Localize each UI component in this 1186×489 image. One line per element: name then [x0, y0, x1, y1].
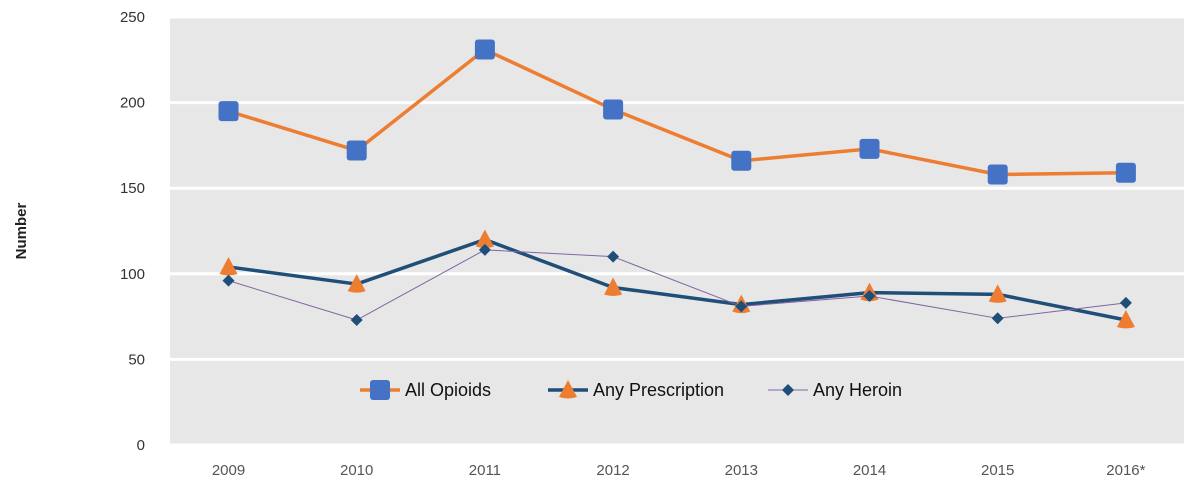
all-opioids-square-marker: [218, 101, 239, 122]
y-tick-label: 0: [137, 437, 145, 454]
legend-any-prescription-triangle-marker: [559, 380, 577, 399]
y-tick-label: 50: [128, 351, 145, 368]
any-heroin-diamond-marker: [735, 300, 748, 313]
any-heroin-diamond-marker: [991, 312, 1004, 325]
all-opioids-square-marker: [1115, 162, 1136, 183]
legend-background: [345, 370, 975, 412]
any-prescription-triangle-marker: [1116, 310, 1135, 329]
x-tick-label: 2014: [853, 462, 886, 479]
all-opioids-square-marker: [731, 150, 752, 171]
any-heroin-diamond-marker: [1119, 296, 1132, 309]
all-opioids-square-marker: [474, 39, 495, 60]
legend-label-any-heroin: Any Heroin: [813, 380, 902, 400]
y-tick-label: 100: [120, 266, 145, 283]
all-opioids-square-marker: [346, 140, 367, 161]
all-opioids-series: [218, 39, 1136, 185]
y-tick-labels: 0 50 100 150 200 250: [120, 9, 145, 454]
x-tick-label: 2012: [596, 462, 629, 479]
any-heroin-diamond-marker: [607, 250, 620, 263]
any-prescription-triangle-marker: [988, 284, 1007, 303]
legend: All Opioids Any Prescription Any Heroin: [360, 380, 902, 400]
all-opioids-square-marker: [603, 99, 624, 120]
all-opioids-square-marker: [859, 138, 880, 159]
any-heroin-diamond-marker: [863, 290, 876, 303]
x-tick-label: 2016*: [1106, 462, 1145, 479]
any-prescription-triangle-marker: [347, 274, 366, 293]
legend-label-all-opioids: All Opioids: [405, 380, 491, 400]
y-tick-label: 150: [120, 180, 145, 197]
legend-item-any-prescription: Any Prescription: [548, 380, 724, 400]
legend-any-heroin-diamond-marker: [782, 384, 794, 396]
legend-label-any-prescription: Any Prescription: [593, 380, 724, 400]
x-tick-label: 2009: [212, 462, 245, 479]
any-heroin-line: [228, 249, 1126, 321]
any-heroin-diamond-marker: [350, 314, 363, 327]
x-tick-labels: 2009 2010 2011 2012 2013 2014 2015 2016*: [212, 462, 1146, 479]
series-layer: [218, 39, 1136, 329]
y-axis-label: Number: [13, 203, 30, 260]
any-prescription-line: [228, 237, 1127, 322]
y-tick-label: 200: [120, 95, 145, 112]
x-tick-label: 2011: [469, 462, 501, 479]
any-prescription-triangle-marker: [475, 229, 494, 249]
x-tick-label: 2010: [340, 462, 373, 479]
any-heroin-diamond-marker: [222, 274, 235, 287]
legend-item-any-heroin: Any Heroin: [768, 380, 902, 400]
grid-lines: [170, 15, 1184, 361]
any-prescription-triangle-marker: [604, 277, 623, 296]
all-opioids-line: [227, 47, 1126, 177]
any-prescription-triangle-marker: [219, 256, 238, 276]
legend-all-opioids-square-marker: [370, 380, 390, 400]
x-tick-label: 2013: [725, 462, 758, 479]
any-heroin-diamond-marker: [478, 243, 491, 256]
any-heroin-series: [222, 243, 1132, 327]
legend-item-all-opioids: All Opioids: [360, 380, 491, 400]
x-tick-label: 2015: [981, 462, 1014, 479]
y-tick-label: 250: [120, 9, 145, 26]
all-opioids-square-marker: [987, 164, 1008, 185]
